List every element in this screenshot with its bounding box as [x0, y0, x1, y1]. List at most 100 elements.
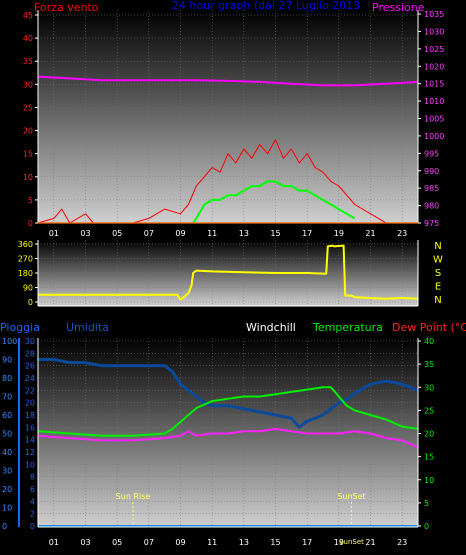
wind-pressure-axes: 0510152025303540459759809859909951000100… [23, 10, 444, 228]
pressure-tick-label: 1025 [424, 45, 444, 54]
rain-tick-label: 0 [2, 522, 7, 531]
compass-tick-label: S [435, 268, 441, 279]
direction-series [38, 244, 419, 301]
humidity-series-line [38, 358, 419, 429]
wind-pressure-plot-area [38, 10, 418, 223]
humidity-tick-label: 18 [25, 411, 35, 420]
x-tick-label: 13 [239, 538, 249, 547]
pressure-tick-label: 1010 [424, 97, 444, 106]
direction-tick-label: 0 [28, 298, 33, 307]
pressure-tick-label: 995 [424, 149, 439, 158]
humidity-tick-label: 4 [30, 497, 35, 506]
humidity-tick-label: 30 [25, 337, 35, 346]
x-tick-label: 03 [80, 538, 90, 547]
wind-speed-tick-label: 30 [23, 80, 33, 89]
x-tick-label: 11 [207, 229, 217, 238]
wind-speed-tick-label: 5 [28, 196, 33, 205]
compass-tick-label: N [434, 241, 441, 252]
wind-pressure-grid: 01 03 05 07 09 11 13 15 17 19 21 23 [38, 10, 418, 238]
pressure-series-line [37, 75, 419, 87]
direction-tick-label: 270 [18, 255, 33, 264]
rain-tick-label: 30 [2, 467, 12, 476]
x-tick-label: 07 [144, 538, 154, 547]
temperature-tick-label: 10 [424, 476, 434, 485]
rain-tick-label: 50 [2, 430, 12, 439]
wind-speed-tick-label: 0 [28, 219, 33, 228]
x-tick-label: 21 [365, 229, 375, 238]
pressure-tick-label: 1030 [424, 27, 444, 36]
x-tick-label: 09 [175, 538, 185, 547]
rain-tick-label: 60 [2, 411, 12, 420]
rain-tick-label: 70 [2, 393, 12, 402]
direction-tick-label: 360 [18, 240, 33, 249]
x-tick-label: 19 [334, 229, 344, 238]
wind-speed-tick-label: 35 [23, 57, 33, 66]
pressure-tick-label: 1015 [424, 80, 444, 89]
pressure-tick-label: 990 [424, 167, 439, 176]
temperature-label: Temperatura [312, 321, 383, 334]
pressure-tick-label: 1020 [424, 62, 444, 71]
compass-tick-label: E [435, 282, 441, 293]
pressure-tick-label: 975 [424, 219, 439, 228]
humidity-tick-label: 12 [25, 448, 35, 457]
temp-humidity-grid: 01 03 05 07 09 11 13 15 17 19 21 23 Sun Rise SunSet [38, 338, 418, 547]
humidity-tick-label: 0 [30, 522, 35, 531]
rain-tick-label: 20 [2, 485, 12, 494]
compass-tick-label: W [433, 255, 443, 266]
humidity-tick-label: 16 [25, 423, 35, 432]
rain-tick-label: 80 [2, 374, 12, 383]
compass-tick-label: N [434, 295, 441, 306]
x-tick-label: 13 [239, 229, 249, 238]
rain-tick-label: 40 [2, 448, 12, 457]
pressure-tick-label: 1000 [424, 132, 444, 141]
direction-tick-label: 90 [23, 284, 33, 293]
temperature-tick-label: 35 [424, 360, 434, 369]
rain-tick-label: 100 [2, 337, 17, 346]
humidity-tick-label: 24 [25, 374, 35, 383]
wind-speed-tick-label: 10 [23, 173, 33, 182]
temperature-tick-label: 40 [424, 337, 434, 346]
humidity-tick-label: 26 [25, 362, 35, 371]
x-tick-label: 23 [397, 538, 407, 547]
humidity-tick-label: 14 [25, 436, 35, 445]
dewpoint-series-line [37, 427, 419, 449]
humidity-tick-label: 20 [25, 399, 35, 408]
sunrise-label: Sun Rise [116, 492, 151, 501]
x-tick-label: 15 [270, 538, 280, 547]
dewpoint-label: Dew Point (°C) [392, 321, 466, 334]
temperature-tick-label: 25 [424, 406, 434, 415]
sunset-tick-label: SunSet [339, 538, 364, 546]
x-tick-label: 07 [144, 229, 154, 238]
x-tick-label: 19 [334, 538, 344, 547]
direction-series-line [38, 244, 419, 301]
x-tick-label: 23 [397, 229, 407, 238]
x-tick-label: 05 [112, 229, 122, 238]
wind-speed-tick-label: 15 [23, 150, 33, 159]
x-tick-label: 21 [365, 538, 375, 547]
pressure-tick-label: 985 [424, 184, 439, 193]
x-tick-label: 05 [112, 538, 122, 547]
wind-speed-tick-label: 20 [23, 127, 33, 136]
pressure-tick-label: 1005 [424, 115, 444, 124]
temp-humidity-axes: 0246810121416182022242628300102030405060… [2, 337, 434, 546]
windchill-label: Windchill [246, 321, 296, 334]
pressure-tick-label: 980 [424, 202, 439, 211]
x-tick-label: 17 [302, 229, 312, 238]
temperature-tick-label: 5 [424, 499, 429, 508]
graph-title: 24 hour graph (dal 27 Luglio 2013 [172, 0, 360, 12]
humidity-tick-label: 28 [25, 349, 35, 358]
humidity-tick-label: 2 [30, 510, 35, 519]
humidity-tick-label: 22 [25, 386, 35, 395]
temperature-tick-label: 0 [424, 522, 429, 531]
pressure-tick-label: 1035 [424, 10, 444, 19]
temperature-tick-label: 20 [424, 430, 434, 439]
wind-speed-tick-label: 45 [23, 11, 33, 20]
temperature-series-line [37, 386, 419, 437]
pressure-label: Pressione [372, 1, 425, 14]
humidity-tick-label: 8 [30, 473, 35, 482]
x-tick-label: 17 [302, 538, 312, 547]
humidity-tick-label: 10 [25, 460, 35, 469]
wind-speed-label: Forza vento [34, 1, 99, 14]
